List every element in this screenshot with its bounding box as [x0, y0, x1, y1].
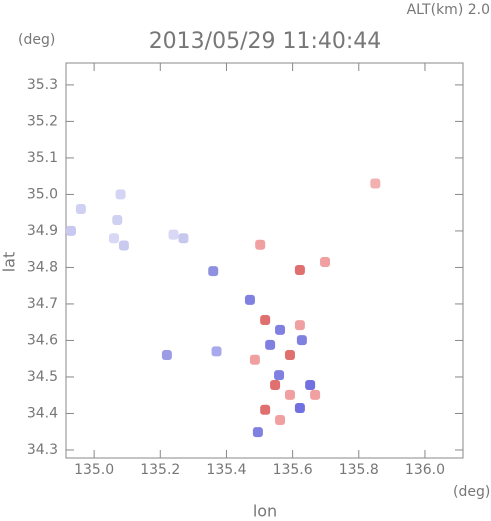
y-tick-label: 34.8: [27, 259, 58, 275]
echo-cell: [320, 256, 331, 267]
echo-cell: [305, 379, 316, 390]
echo-cell: [296, 335, 307, 346]
echo-cell: [260, 404, 271, 415]
echo-cell: [275, 415, 286, 426]
y-tick-label: 35.3: [27, 77, 58, 93]
subtitle: ALT(km) 2.0: [407, 2, 490, 18]
y-unit: (deg): [18, 32, 55, 48]
echo-cell: [168, 229, 179, 240]
echo-cell: [370, 178, 381, 189]
echo-cell: [265, 339, 276, 350]
echo-cell: [108, 233, 119, 244]
echo-cell: [310, 389, 321, 400]
x-tick-label: 136.0: [405, 462, 445, 478]
x-tick-label: 135.4: [206, 462, 246, 478]
echo-cell: [270, 379, 281, 390]
x-axis-label: lon: [253, 502, 277, 521]
y-tick-label: 34.7: [27, 296, 58, 312]
echo-cell: [252, 427, 263, 438]
echo-cell: [112, 214, 123, 225]
x-tick-label: 135.6: [273, 462, 313, 478]
echo-cell: [294, 320, 305, 331]
echo-cell: [208, 266, 219, 277]
echo-cell: [284, 389, 295, 400]
x-tick-label: 135.0: [74, 462, 114, 478]
x-tick-label: 135.2: [140, 462, 180, 478]
echo-cell: [255, 239, 266, 250]
y-tick-label: 35.1: [27, 150, 58, 166]
chart-title: 2013/05/29 11:40:44: [149, 29, 382, 54]
plot-frame: [65, 62, 464, 459]
echo-cell: [284, 350, 295, 361]
y-axis-label: lat: [0, 252, 19, 273]
y-tick-label: 34.6: [27, 332, 58, 348]
y-tick-label: 34.9: [27, 223, 58, 239]
y-tick-label: 34.5: [27, 369, 58, 385]
echo-cell: [274, 370, 285, 381]
x-tick-label: 135.8: [339, 462, 379, 478]
echo-cell: [115, 189, 126, 200]
echo-cell: [178, 233, 189, 244]
y-tick-label: 35.2: [27, 113, 58, 129]
y-tick-label: 34.4: [27, 405, 58, 421]
echo-cell: [275, 324, 286, 335]
echo-cell: [260, 315, 271, 326]
y-tick-label: 35.0: [27, 186, 58, 202]
echo-cell: [249, 354, 260, 365]
y-tick-label: 34.3: [27, 442, 58, 458]
x-unit: (deg): [453, 484, 490, 500]
echo-cell: [244, 294, 255, 305]
echo-cell: [118, 240, 129, 251]
echo-cell: [65, 225, 76, 236]
echo-cell: [75, 204, 86, 215]
echo-cell: [294, 264, 305, 275]
echo-cell: [294, 402, 305, 413]
echo-cell: [161, 350, 172, 361]
echo-cell: [211, 346, 222, 357]
